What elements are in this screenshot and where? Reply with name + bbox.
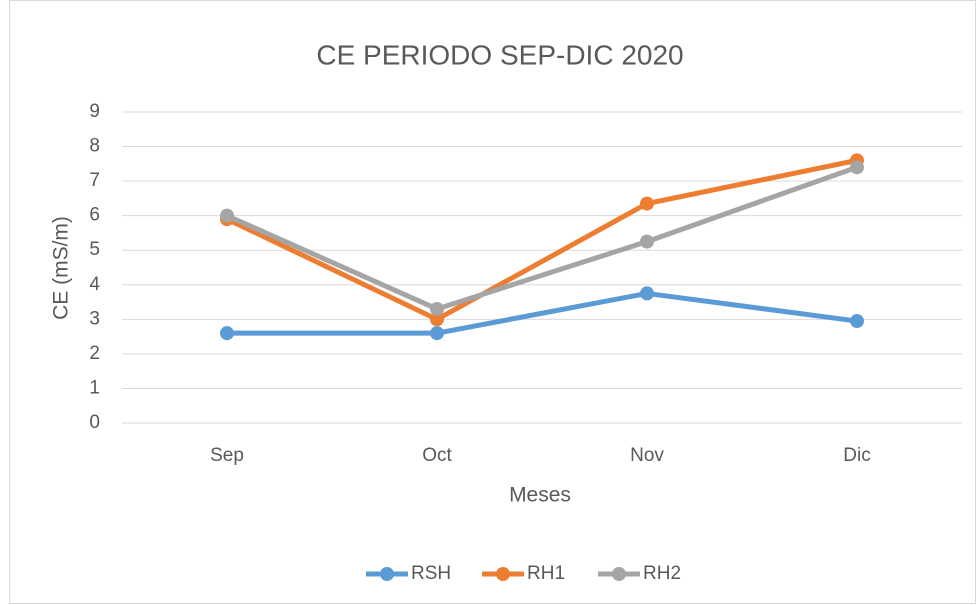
series-marker — [220, 208, 234, 223]
x-axis-label: Meses — [509, 484, 571, 507]
y-tick-label: 6 — [89, 205, 100, 226]
series-marker — [850, 314, 864, 329]
y-tick-label: 2 — [89, 343, 100, 364]
y-axis-label: CE (mS/m) — [50, 216, 73, 320]
y-tick-label: 3 — [89, 308, 100, 329]
chart-title: CE PERIODO SEP-DIC 2020 — [316, 39, 683, 70]
legend-label: RH1 — [527, 563, 565, 584]
x-tick-label: Oct — [422, 445, 452, 466]
x-tick-label: Dic — [843, 445, 870, 466]
y-tick-label: 0 — [89, 412, 100, 433]
series-marker — [640, 234, 654, 249]
series-marker — [220, 326, 234, 341]
series-line — [224, 290, 860, 336]
y-tick-label: 9 — [89, 101, 100, 122]
y-tick-label: 7 — [89, 170, 100, 191]
x-tick-label: Nov — [630, 445, 664, 466]
series-marker — [430, 301, 444, 316]
series-marker — [640, 196, 654, 211]
legend-marker — [380, 567, 394, 581]
legend-label: RH2 — [643, 563, 681, 584]
series-marker — [640, 286, 654, 301]
series-marker — [430, 326, 444, 341]
y-tick-label: 8 — [89, 136, 100, 157]
x-tick-label: Sep — [210, 445, 244, 466]
series-marker — [850, 160, 864, 175]
legend-label: RSH — [411, 563, 451, 584]
y-tick-label: 5 — [89, 239, 100, 260]
series-line — [224, 164, 860, 312]
legend-marker — [612, 567, 626, 581]
legend-marker — [496, 567, 510, 581]
chart-frame — [9, 0, 976, 604]
y-tick-label: 4 — [89, 274, 100, 295]
series-marker — [430, 312, 444, 327]
y-tick-label: 1 — [89, 377, 100, 398]
series-line — [224, 157, 860, 322]
